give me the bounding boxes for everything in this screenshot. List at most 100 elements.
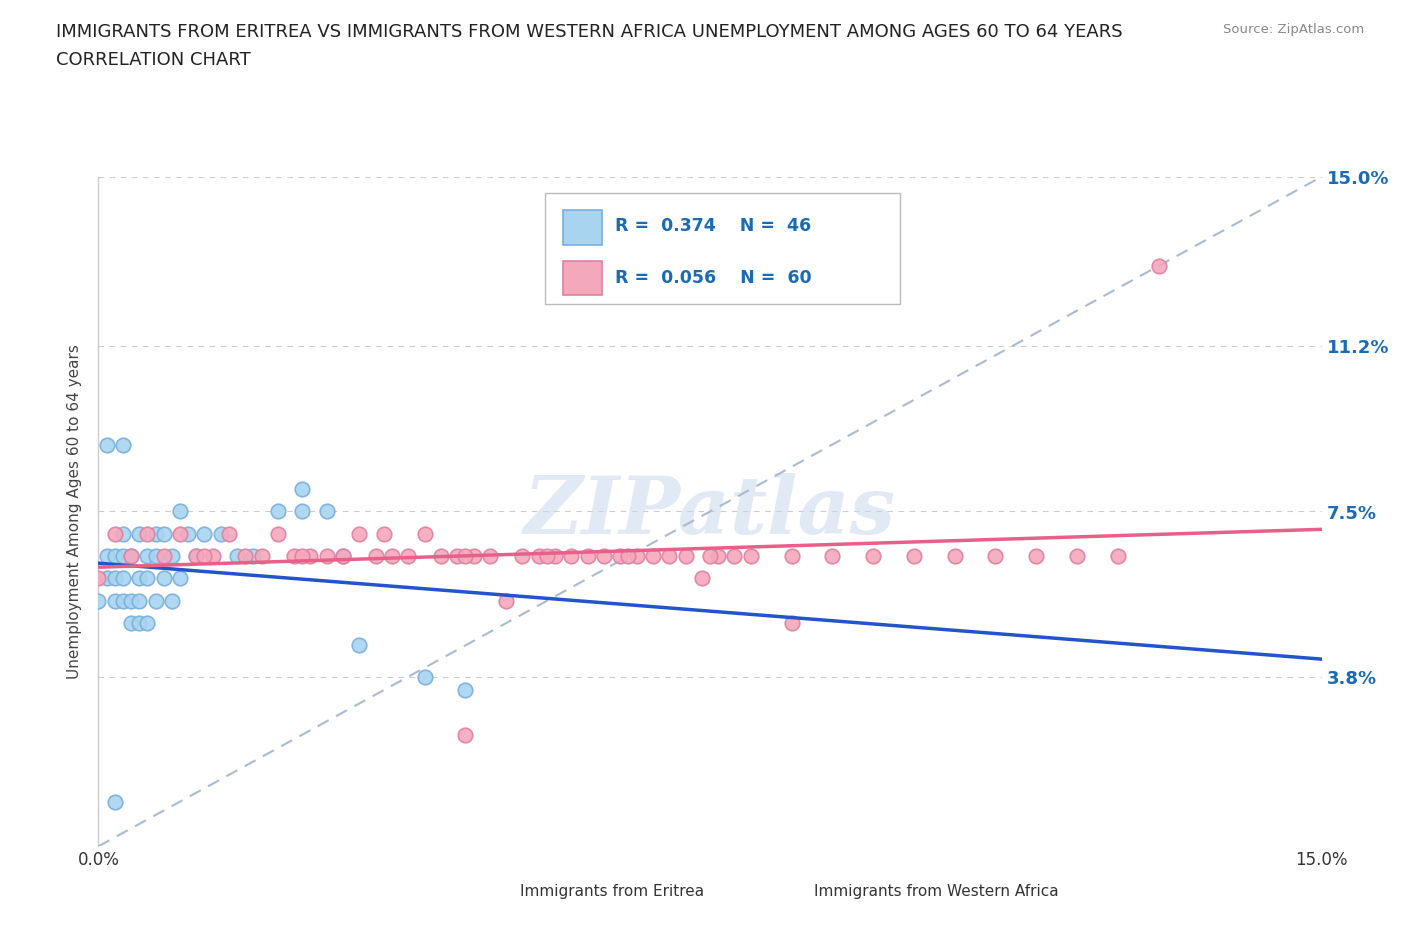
Point — [1066, 549, 1088, 564]
Point — [454, 727, 477, 742]
Point — [226, 549, 249, 564]
Point — [478, 549, 501, 564]
Point — [413, 670, 436, 684]
Point — [536, 549, 558, 564]
Point — [283, 549, 305, 564]
Point — [128, 571, 150, 586]
Point — [364, 549, 387, 564]
Point — [267, 504, 290, 519]
Point — [218, 526, 240, 541]
Point — [177, 526, 200, 541]
Text: CORRELATION CHART: CORRELATION CHART — [56, 51, 252, 69]
Point — [186, 549, 208, 564]
Point — [512, 549, 534, 564]
Point — [641, 549, 664, 564]
Point — [544, 549, 567, 564]
Point — [373, 526, 395, 541]
Point — [160, 593, 183, 608]
Point — [617, 549, 640, 564]
Point — [87, 571, 110, 586]
Point — [186, 549, 208, 564]
Point — [152, 549, 174, 564]
Point — [291, 549, 314, 564]
Y-axis label: Unemployment Among Ages 60 to 64 years: Unemployment Among Ages 60 to 64 years — [67, 344, 83, 679]
Point — [1107, 549, 1129, 564]
Point — [169, 526, 191, 541]
Point — [96, 571, 118, 586]
Point — [707, 549, 730, 564]
Point — [111, 571, 134, 586]
Point — [104, 794, 127, 809]
Point — [430, 549, 453, 564]
Text: Immigrants from Western Africa: Immigrants from Western Africa — [814, 884, 1059, 898]
FancyBboxPatch shape — [564, 260, 602, 296]
Point — [332, 549, 354, 564]
Point — [104, 571, 127, 586]
Point — [984, 549, 1007, 564]
Point — [169, 504, 191, 519]
Point — [104, 526, 127, 541]
Point — [381, 549, 404, 564]
Point — [463, 549, 485, 564]
Point — [104, 549, 127, 564]
Point — [250, 549, 273, 564]
Point — [454, 549, 477, 564]
Point — [145, 593, 167, 608]
Point — [454, 683, 477, 698]
Point — [690, 571, 713, 586]
Point — [96, 549, 118, 564]
Point — [413, 526, 436, 541]
Text: R =  0.056    N =  60: R = 0.056 N = 60 — [614, 269, 811, 287]
Point — [152, 526, 174, 541]
Point — [495, 593, 517, 608]
Point — [104, 593, 127, 608]
Point — [128, 526, 150, 541]
Text: ZIPatlas: ZIPatlas — [524, 472, 896, 551]
Point — [658, 549, 681, 564]
Point — [136, 526, 159, 541]
Point — [267, 526, 290, 541]
FancyBboxPatch shape — [481, 879, 513, 903]
Point — [396, 549, 419, 564]
Text: Source: ZipAtlas.com: Source: ZipAtlas.com — [1223, 23, 1364, 36]
FancyBboxPatch shape — [775, 879, 807, 903]
Point — [242, 549, 264, 564]
Point — [233, 549, 256, 564]
Point — [87, 593, 110, 608]
Point — [943, 549, 966, 564]
Point — [152, 571, 174, 586]
Point — [675, 549, 697, 564]
Point — [349, 638, 371, 653]
Point — [299, 549, 322, 564]
Point — [903, 549, 925, 564]
Point — [145, 549, 167, 564]
Text: Immigrants from Eritrea: Immigrants from Eritrea — [520, 884, 704, 898]
Point — [136, 571, 159, 586]
Point — [193, 549, 215, 564]
Point — [120, 549, 142, 564]
Point — [111, 526, 134, 541]
Point — [111, 437, 134, 452]
Point — [136, 616, 159, 631]
Point — [626, 549, 648, 564]
Point — [699, 549, 721, 564]
Point — [332, 549, 354, 564]
Point — [315, 504, 337, 519]
Point — [291, 504, 314, 519]
Point — [160, 549, 183, 564]
Text: R =  0.374    N =  46: R = 0.374 N = 46 — [614, 218, 811, 235]
Point — [527, 549, 550, 564]
FancyBboxPatch shape — [546, 193, 900, 304]
Point — [1147, 259, 1170, 273]
Point — [349, 526, 371, 541]
Point — [120, 616, 142, 631]
Point — [862, 549, 884, 564]
Point — [128, 616, 150, 631]
Point — [821, 549, 844, 564]
Point — [780, 549, 803, 564]
Point — [560, 549, 582, 564]
Point — [128, 593, 150, 608]
Point — [593, 549, 616, 564]
Point — [780, 616, 803, 631]
Point — [169, 571, 191, 586]
